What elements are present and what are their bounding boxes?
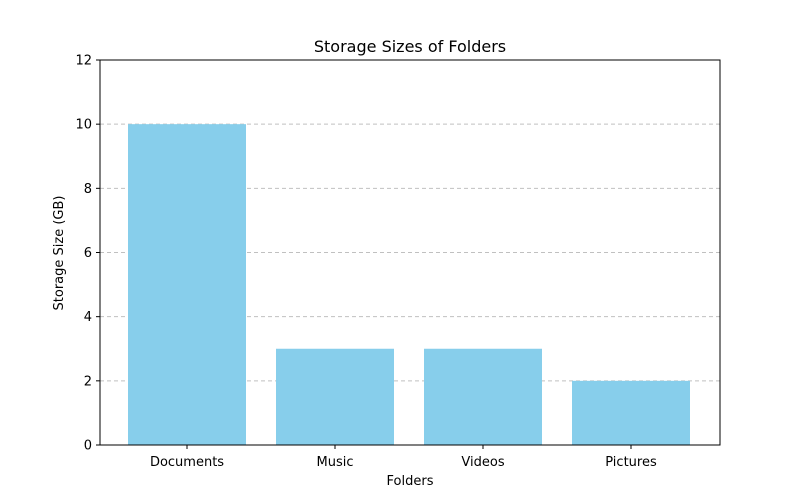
y-tick-label-8: 8 xyxy=(84,182,92,197)
bars xyxy=(128,124,690,446)
x-axis-label: Folders xyxy=(387,474,434,489)
y-tick-label-6: 6 xyxy=(84,246,92,261)
y-axis-label: Storage Size (GB) xyxy=(52,196,67,311)
bar-videos xyxy=(424,348,542,445)
y-tick-label-10: 10 xyxy=(75,118,92,133)
x-tick-label-pictures: Pictures xyxy=(605,455,657,470)
y-tick-label-4: 4 xyxy=(84,310,92,325)
x-tick-label-videos: Videos xyxy=(461,455,504,470)
y-tick-label-0: 0 xyxy=(84,439,92,454)
grid-lines xyxy=(100,123,720,382)
x-tick-label-documents: Documents xyxy=(150,455,224,470)
bar-music xyxy=(276,348,394,445)
x-tick-label-music: Music xyxy=(317,455,354,470)
y-tick-label-12: 12 xyxy=(75,54,92,69)
bar-pictures xyxy=(572,380,690,445)
y-tick-label-2: 2 xyxy=(84,374,92,389)
bar-documents xyxy=(128,124,246,446)
ticks: 0 2 4 6 8 10 12 Documents Music Videos Pictures xyxy=(75,54,657,471)
chart-title: Storage Sizes of Folders xyxy=(314,37,506,56)
